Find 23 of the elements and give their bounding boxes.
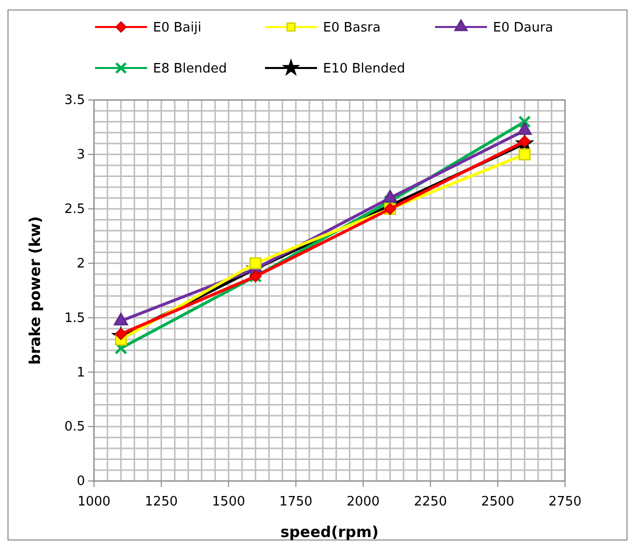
y-tick-label: 2.5 [64,202,85,218]
x-tick-label: 1250 [144,494,178,510]
x-tick-label: 2250 [414,494,447,510]
legend-label: E0 Baiji [153,20,202,36]
legend-label: E8 Blended [153,62,227,76]
x-tick-label: 2500 [481,494,514,510]
y-tick-label: 0 [76,474,85,490]
y-tick-label: 3 [76,148,85,163]
x-tick-label: 1750 [279,494,312,510]
legend-label: E0 Daura [493,20,554,36]
x-tick-label: 1000 [77,494,111,510]
y-tick-label: 1 [76,365,85,380]
y-tick-label: 0.5 [64,420,85,435]
y-tick-label: 3.5 [64,93,85,108]
legend-label: E0 Basra [323,20,381,36]
x-axis-title: speed(rpm) [280,523,379,541]
legend-label: E10 Blended [323,62,406,76]
y-axis-title: brake power (kw) [26,216,44,365]
y-tick-label: 2 [76,256,85,272]
x-tick-label: 1500 [212,494,246,510]
y-tick-label: 1.5 [64,310,85,326]
x-tick-label: 2750 [548,494,582,510]
x-tick-label: 2000 [346,494,380,510]
